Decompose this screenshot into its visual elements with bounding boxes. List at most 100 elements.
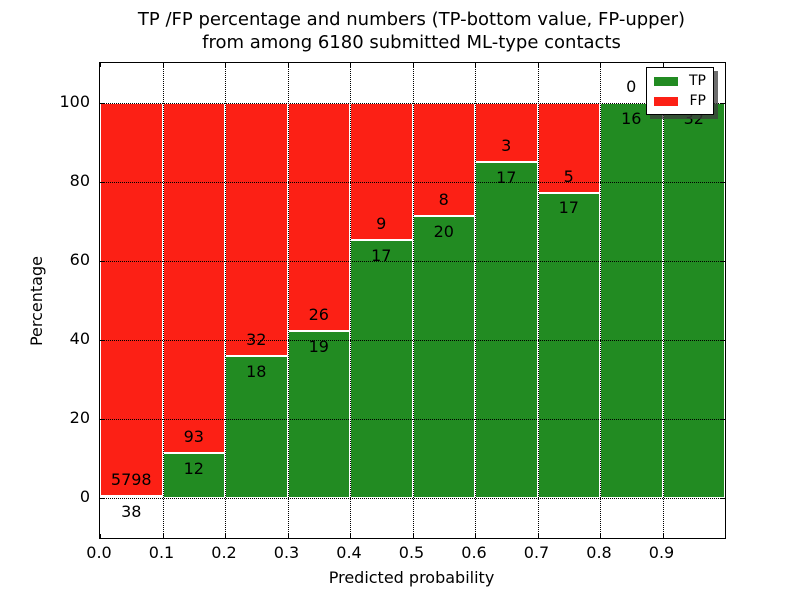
vertical-gridline <box>537 63 539 538</box>
x-tickmark-bottom <box>475 534 476 538</box>
x-tickmark-bottom <box>662 534 664 538</box>
x-tickmark-top <box>100 63 101 67</box>
fp-count-label: 5798 <box>110 469 152 489</box>
x-tickmark-bottom <box>412 534 414 538</box>
fp-count-label: 26 <box>308 305 329 325</box>
vertical-gridline <box>475 63 476 538</box>
tp-bar-segment <box>350 239 413 499</box>
y-tickmark-right <box>721 181 725 183</box>
fp-bar-segment <box>537 102 600 193</box>
tp-bar-segment <box>600 102 663 499</box>
x-tickmark-bottom <box>225 534 226 538</box>
tp-bar-segment <box>412 215 475 499</box>
x-tick-label: 0.7 <box>523 543 550 562</box>
y-tickmark-left <box>100 419 104 421</box>
tp-count-label: 12 <box>183 459 204 479</box>
legend-row: TP <box>654 74 706 88</box>
y-tickmark-right <box>721 340 725 342</box>
y-tick-label: 20 <box>69 408 90 428</box>
fp-bar-segment <box>162 102 225 454</box>
chart-title-line2: from among 6180 submitted ML-type contac… <box>202 32 621 53</box>
y-tickmark-right <box>721 102 725 104</box>
x-tickmark-bottom <box>725 534 726 538</box>
tp-bar-segment <box>100 495 163 499</box>
fp-bar-segment <box>225 102 288 356</box>
y-tick-label: 40 <box>69 329 90 349</box>
x-tick-label: 0.4 <box>336 543 362 562</box>
x-tickmark-bottom <box>162 534 164 538</box>
x-tickmark-top <box>162 63 164 67</box>
y-tick-label: 80 <box>69 170 90 190</box>
x-tick-label: 0.0 <box>86 543 112 562</box>
y-tickmark-left <box>100 260 104 262</box>
x-tickmark-top <box>475 63 476 67</box>
x-tick-label: 0.3 <box>273 543 300 562</box>
y-tickmark-left <box>100 102 104 104</box>
legend-label: TP <box>689 73 706 89</box>
vertical-gridline <box>600 63 601 538</box>
x-tick-label: 0.1 <box>148 543 175 562</box>
chart-title: TP /FP percentage and numbers (TP-bottom… <box>99 8 724 54</box>
x-tick-label: 0.9 <box>648 543 675 562</box>
tp-bar-segment <box>537 192 600 499</box>
vertical-gridline <box>412 63 414 538</box>
x-tickmark-bottom <box>600 534 601 538</box>
fp-count-label: 5 <box>563 166 574 186</box>
x-tickmark-bottom <box>100 534 101 538</box>
vertical-gridline <box>162 63 164 538</box>
y-tickmark-right <box>721 498 725 500</box>
x-tickmark-top <box>662 63 664 67</box>
tp-count-label: 18 <box>246 361 267 381</box>
vertical-gridline <box>287 63 289 538</box>
tp-bar-segment <box>475 161 538 499</box>
tp-bar-segment <box>662 102 725 499</box>
x-tickmark-bottom <box>350 534 351 538</box>
x-tickmark-top <box>225 63 226 67</box>
x-tickmark-top <box>287 63 289 67</box>
tp-count-label: 38 <box>121 501 142 521</box>
x-tickmark-bottom <box>287 534 289 538</box>
x-tick-label: 0.6 <box>461 543 487 562</box>
x-tickmark-top <box>412 63 414 67</box>
fp-bar-segment <box>412 102 475 216</box>
fp-bar-segment <box>350 102 413 240</box>
legend: TP FP <box>646 67 714 115</box>
y-tick-label: 100 <box>59 91 90 111</box>
y-axis-label: Percentage <box>27 256 46 347</box>
x-axis-label: Predicted probability <box>328 568 495 587</box>
tp-legend-swatch <box>654 76 678 86</box>
plot-area: 579838931232182619917820317517016032 TPF… <box>99 62 726 539</box>
tp-count-label: 17 <box>371 245 392 265</box>
y-tickmark-right <box>721 260 725 262</box>
x-tick-label: 0.5 <box>398 543 425 562</box>
x-tickmark-top <box>537 63 539 67</box>
tp-count-label: 19 <box>308 337 329 357</box>
y-tickmark-left <box>100 498 104 500</box>
fp-count-label: 32 <box>246 330 267 349</box>
vertical-gridline <box>350 63 351 538</box>
vertical-gridline <box>225 63 226 538</box>
legend-row: FP <box>654 94 706 108</box>
tp-count-label: 17 <box>558 198 579 218</box>
tp-bar-segment <box>225 355 288 499</box>
fp-count-label: 93 <box>183 427 204 447</box>
x-tick-label: 0.2 <box>211 543 237 562</box>
fp-count-label: 8 <box>438 189 449 209</box>
fp-bar-segment <box>100 102 163 496</box>
tp-bar-segment <box>287 331 350 499</box>
y-tickmark-left <box>100 340 104 342</box>
y-tickmark-left <box>100 181 104 183</box>
y-tickmark-right <box>721 419 725 421</box>
fp-count-label: 3 <box>501 136 512 156</box>
tp-count-label: 16 <box>621 108 642 128</box>
tp-count-label: 17 <box>496 167 517 187</box>
fp-count-label: 9 <box>376 213 387 233</box>
y-tick-label: 0 <box>79 487 90 507</box>
legend-label: FP <box>689 93 707 109</box>
chart-title-line1: TP /FP percentage and numbers (TP-bottom… <box>137 9 686 30</box>
vertical-gridline <box>662 63 664 538</box>
fp-count-label: 0 <box>626 76 637 96</box>
x-tickmark-top <box>600 63 601 67</box>
fp-legend-swatch <box>654 96 678 106</box>
